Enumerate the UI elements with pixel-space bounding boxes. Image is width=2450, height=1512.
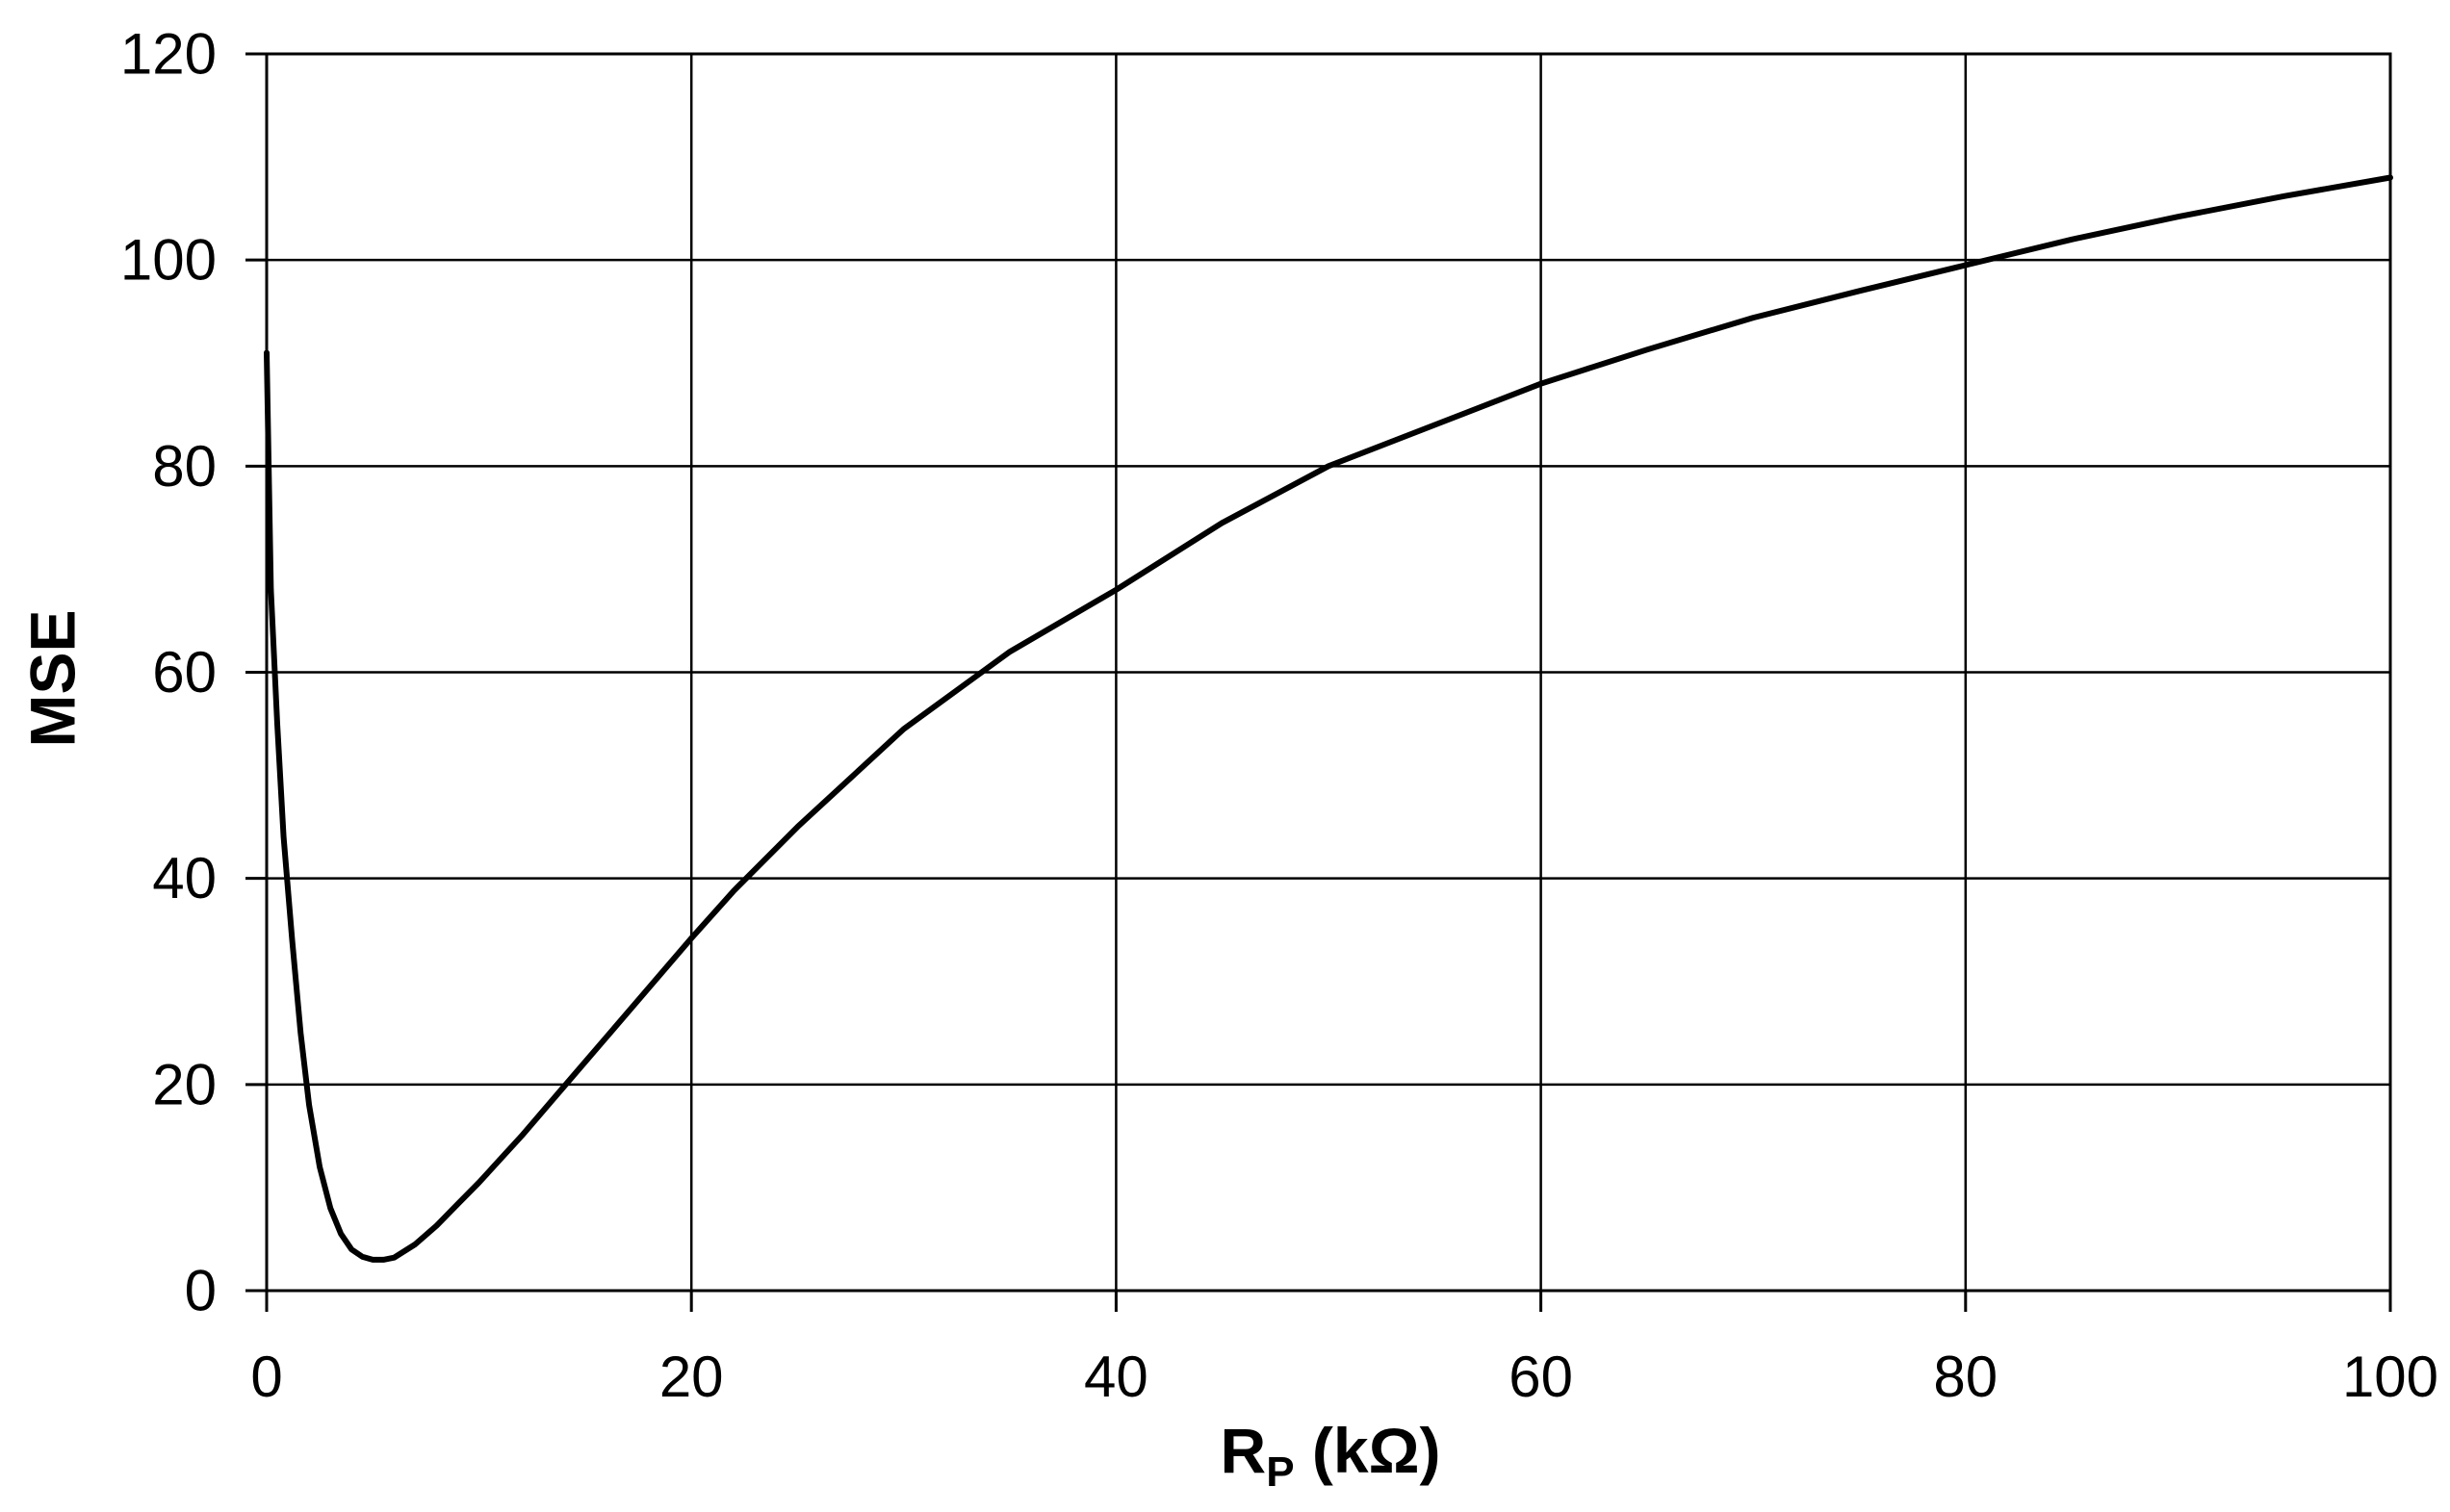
x-tick-label-80: 80 [1933,1345,1998,1409]
plot-frame [265,52,2392,1293]
series-line-0 [264,174,2393,1263]
x-tick-label-40: 40 [1084,1345,1148,1409]
y-tick-label-120: 120 [120,22,217,87]
x-tick-label-0: 0 [250,1345,282,1409]
y-tick-label-100: 100 [120,228,217,293]
x-axis-title-subscript: P [1266,1448,1294,1496]
y-tick-label-0: 0 [185,1259,217,1323]
tick-marks [245,52,2392,1312]
x-axis-title-main: R [1221,1415,1267,1486]
y-tick-labels: 0 20 40 60 80 100 120 [120,22,217,1323]
y-tick-label-80: 80 [152,434,217,499]
y-tick-label-40: 40 [152,846,217,910]
y-tick-label-60: 60 [152,640,217,705]
series-layer [264,174,2393,1263]
x-tick-label-100: 100 [2342,1345,2438,1409]
y-axis-title: MSE [16,609,88,747]
x-axis-title-unit: (kΩ) [1295,1415,1441,1486]
plot-border [265,52,2392,1293]
x-tick-label-60: 60 [1509,1345,1573,1409]
x-axis-title: RP (kΩ) [1221,1415,1441,1496]
x-tick-label-20: 20 [659,1345,724,1409]
y-tick-label-20: 20 [152,1052,217,1116]
x-tick-labels: 0 20 40 60 80 100 [250,1345,2438,1409]
